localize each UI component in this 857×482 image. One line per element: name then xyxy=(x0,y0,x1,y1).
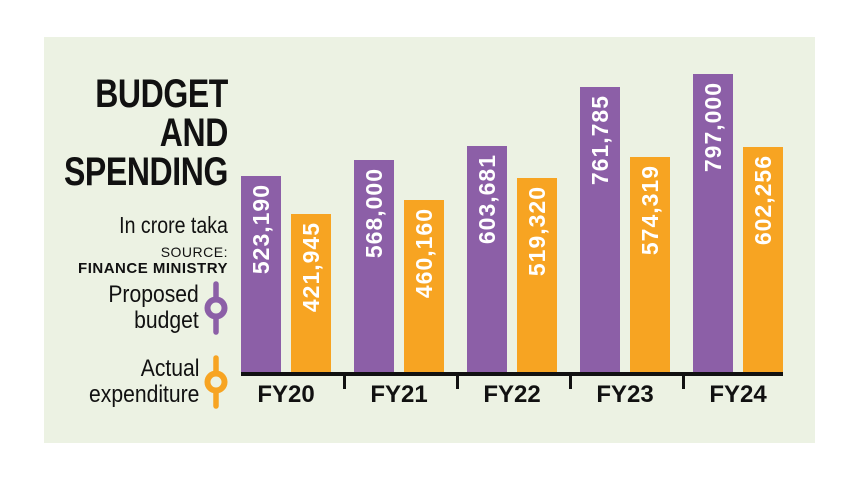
source-name: FINANCE MINISTRY xyxy=(78,260,228,277)
axis-tick xyxy=(456,376,459,389)
bar-value-label: 574,319 xyxy=(636,165,663,256)
actual-expenditure-marker-icon xyxy=(204,355,228,409)
bar-value-label: 797,000 xyxy=(699,82,726,173)
bar-group-fy21: 568,000 460,160 xyxy=(354,160,444,372)
bar-expenditure-fy21: 460,160 xyxy=(404,200,444,372)
x-axis-label-fy20: FY20 xyxy=(257,381,315,408)
chart-subtitle: In crore taka xyxy=(119,212,228,238)
bar-budget-fy21: 568,000 xyxy=(354,160,394,372)
bar-value-label: 519,320 xyxy=(523,186,550,277)
left-column: BUDGET AND SPENDING In crore taka SOURCE… xyxy=(44,37,228,443)
legend-item-actual-expenditure: Actual expenditure xyxy=(74,353,228,411)
chart-title: BUDGET AND SPENDING xyxy=(64,72,228,194)
source-label: SOURCE: xyxy=(160,244,228,260)
bar-chart-plot: 523,190 421,945 568,000 460,160 603,681 519,3… xyxy=(241,37,783,376)
bar-value-label: 761,785 xyxy=(586,95,613,186)
axis-tick xyxy=(343,376,346,389)
legend-label-actual-expenditure: Actual expenditure xyxy=(88,355,199,408)
bar-group-fy24: 797,000 602,256 xyxy=(693,74,783,372)
bar-group-fy23: 761,785 574,319 xyxy=(580,87,670,372)
bar-budget-fy23: 761,785 xyxy=(580,87,620,372)
bar-group-fy22: 603,681 519,320 xyxy=(467,146,557,372)
x-axis-label-fy24: FY24 xyxy=(709,381,767,408)
x-axis-label-fy22: FY22 xyxy=(483,381,541,408)
bar-value-label: 603,681 xyxy=(473,154,500,245)
bar-budget-fy22: 603,681 xyxy=(467,146,507,372)
bar-group-fy20: 523,190 421,945 xyxy=(241,176,331,372)
proposed-budget-marker-icon xyxy=(204,281,228,335)
x-axis-label-fy23: FY23 xyxy=(596,381,654,408)
bar-expenditure-fy24: 602,256 xyxy=(743,147,783,372)
bar-value-label: 421,945 xyxy=(297,222,324,313)
infographic-panel: BUDGET AND SPENDING In crore taka SOURCE… xyxy=(44,37,815,443)
bar-value-label: 460,160 xyxy=(410,208,437,299)
plot-bars: 523,190 421,945 568,000 460,160 603,681 519,3… xyxy=(241,37,783,372)
bar-value-label: 602,256 xyxy=(749,155,776,246)
bar-expenditure-fy22: 519,320 xyxy=(517,178,557,372)
source-block: SOURCE: FINANCE MINISTRY xyxy=(78,244,228,277)
bar-expenditure-fy20: 421,945 xyxy=(291,214,331,372)
x-axis-ticks xyxy=(241,376,783,390)
bar-value-label: 568,000 xyxy=(360,168,387,259)
axis-tick xyxy=(682,376,685,389)
bar-expenditure-fy23: 574,319 xyxy=(630,157,670,372)
x-axis-labels: FY20 FY21 FY22 FY23 FY24 xyxy=(241,381,783,409)
bar-budget-fy24: 797,000 xyxy=(693,74,733,372)
bar-budget-fy20: 523,190 xyxy=(241,176,281,372)
legend-item-proposed-budget: Proposed budget xyxy=(96,279,228,337)
bar-value-label: 523,190 xyxy=(247,184,274,275)
x-axis-label-fy21: FY21 xyxy=(370,381,428,408)
legend-label-proposed-budget: Proposed budget xyxy=(108,281,199,334)
axis-tick xyxy=(569,376,572,389)
